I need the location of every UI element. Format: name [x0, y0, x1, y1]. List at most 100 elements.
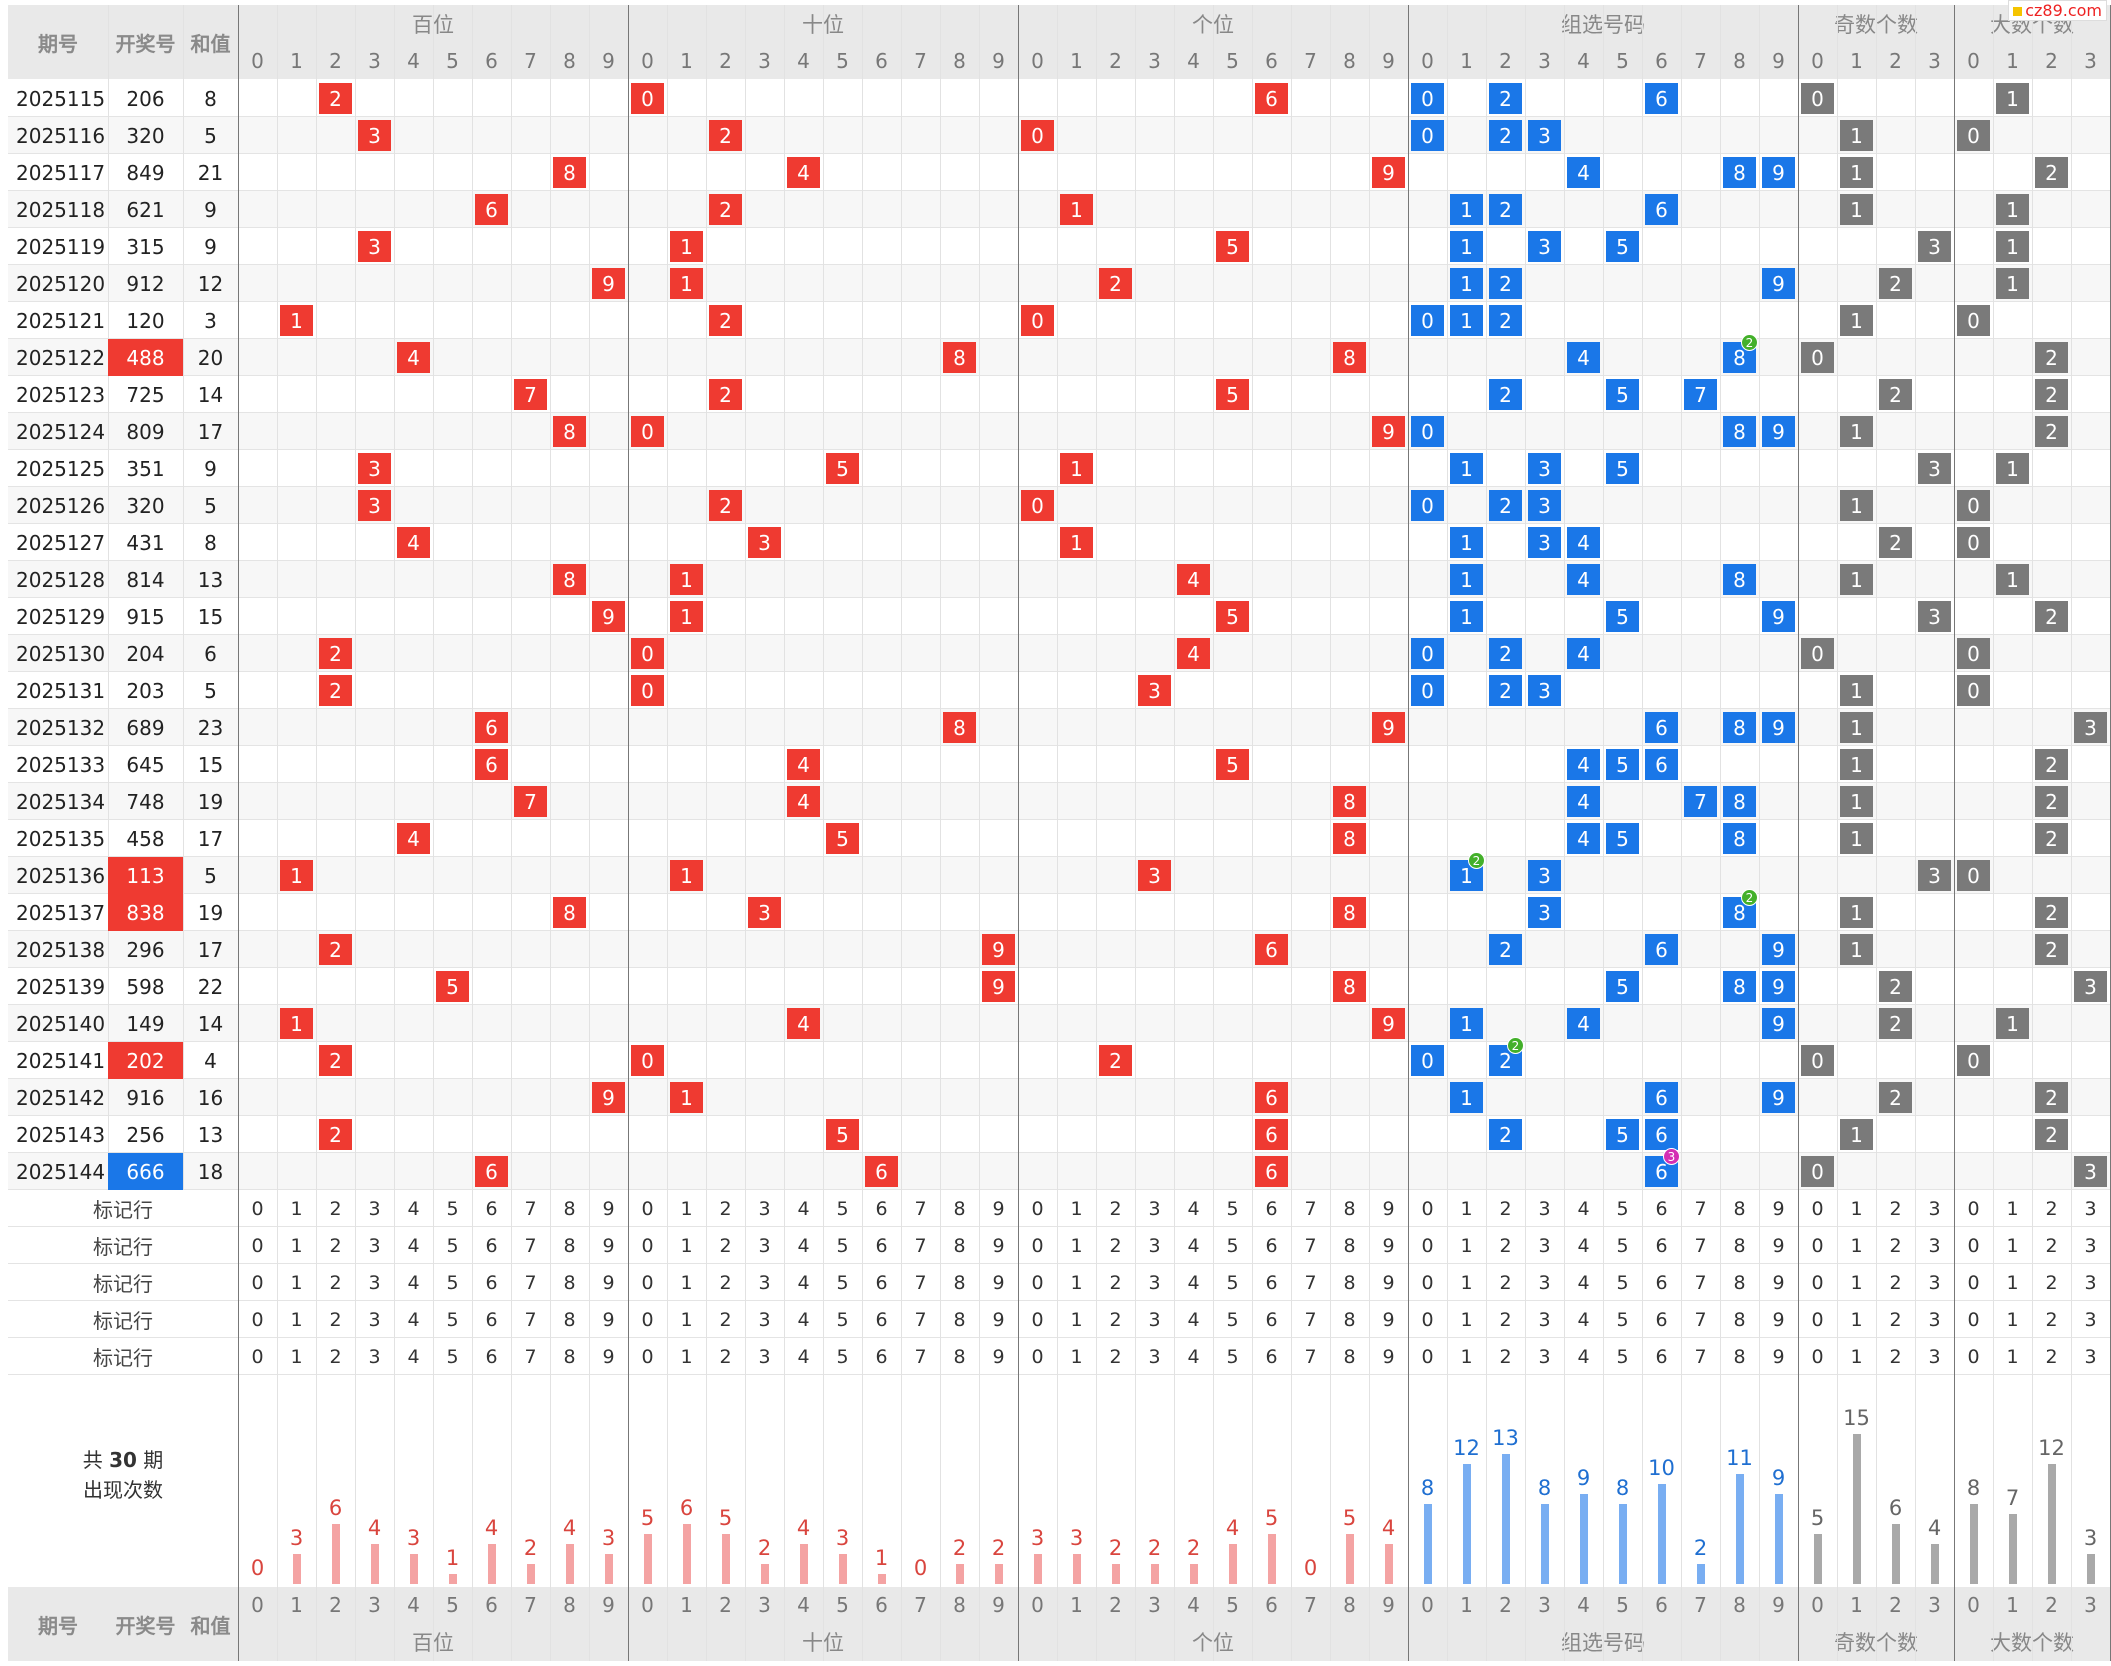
mark-cell[interactable]: 6: [1655, 1197, 1668, 1220]
mark-cell[interactable]: 6: [1655, 1308, 1668, 1331]
mark-cell[interactable]: 0: [1421, 1345, 1434, 1368]
mark-cell[interactable]: 1: [1850, 1197, 1863, 1220]
mark-cell[interactable]: 5: [836, 1197, 849, 1220]
mark-cell[interactable]: 9: [1382, 1234, 1395, 1257]
mark-cell[interactable]: 8: [1343, 1197, 1356, 1220]
mark-cell[interactable]: 6: [875, 1197, 888, 1220]
mark-cell[interactable]: 3: [1538, 1308, 1551, 1331]
mark-cell[interactable]: 2: [719, 1271, 732, 1294]
mark-cell[interactable]: 8: [1733, 1345, 1746, 1368]
mark-cell[interactable]: 1: [290, 1234, 303, 1257]
mark-cell[interactable]: 7: [524, 1345, 537, 1368]
mark-cell[interactable]: 5: [1616, 1308, 1629, 1331]
mark-cell[interactable]: 2: [1109, 1271, 1122, 1294]
mark-cell[interactable]: 8: [1343, 1271, 1356, 1294]
mark-cell[interactable]: 6: [875, 1271, 888, 1294]
mark-cell[interactable]: 1: [1850, 1271, 1863, 1294]
mark-cell[interactable]: 6: [485, 1234, 498, 1257]
mark-cell[interactable]: 4: [1577, 1308, 1590, 1331]
mark-cell[interactable]: 6: [1655, 1345, 1668, 1368]
mark-cell[interactable]: 1: [1070, 1271, 1083, 1294]
mark-cell[interactable]: 1: [1070, 1308, 1083, 1331]
mark-cell[interactable]: 6: [1265, 1197, 1278, 1220]
mark-cell[interactable]: 1: [1460, 1234, 1473, 1257]
mark-cell[interactable]: 0: [251, 1345, 264, 1368]
mark-cell[interactable]: 4: [407, 1271, 420, 1294]
mark-cell[interactable]: 0: [1811, 1197, 1824, 1220]
mark-cell[interactable]: 5: [1226, 1271, 1239, 1294]
mark-cell[interactable]: 5: [1616, 1271, 1629, 1294]
mark-cell[interactable]: 1: [290, 1271, 303, 1294]
mark-cell[interactable]: 7: [524, 1271, 537, 1294]
mark-cell[interactable]: 6: [485, 1197, 498, 1220]
mark-cell[interactable]: 7: [914, 1234, 927, 1257]
mark-cell[interactable]: 3: [2084, 1271, 2097, 1294]
mark-cell[interactable]: 3: [1148, 1271, 1161, 1294]
mark-cell[interactable]: 3: [2084, 1308, 2097, 1331]
mark-cell[interactable]: 7: [914, 1197, 927, 1220]
mark-cell[interactable]: 4: [407, 1234, 420, 1257]
mark-cell[interactable]: 2: [329, 1271, 342, 1294]
mark-cell[interactable]: 1: [2006, 1308, 2019, 1331]
mark-cell[interactable]: 8: [563, 1234, 576, 1257]
mark-cell[interactable]: 3: [368, 1234, 381, 1257]
mark-cell[interactable]: 5: [836, 1345, 849, 1368]
mark-cell[interactable]: 2: [1499, 1271, 1512, 1294]
mark-cell[interactable]: 0: [641, 1271, 654, 1294]
mark-cell[interactable]: 3: [1148, 1308, 1161, 1331]
mark-cell[interactable]: 2: [329, 1197, 342, 1220]
mark-cell[interactable]: 6: [485, 1345, 498, 1368]
mark-cell[interactable]: 4: [1187, 1271, 1200, 1294]
mark-cell[interactable]: 8: [1343, 1308, 1356, 1331]
mark-cell[interactable]: 0: [1031, 1271, 1044, 1294]
mark-cell[interactable]: 1: [680, 1345, 693, 1368]
mark-cell[interactable]: 0: [1421, 1234, 1434, 1257]
mark-cell[interactable]: 1: [1460, 1271, 1473, 1294]
mark-cell[interactable]: 7: [524, 1234, 537, 1257]
mark-cell[interactable]: 9: [602, 1234, 615, 1257]
mark-cell[interactable]: 7: [1304, 1271, 1317, 1294]
mark-cell[interactable]: 6: [875, 1308, 888, 1331]
mark-cell[interactable]: 5: [836, 1308, 849, 1331]
mark-cell[interactable]: 9: [992, 1234, 1005, 1257]
mark-cell[interactable]: 9: [1382, 1197, 1395, 1220]
mark-cell[interactable]: 2: [1499, 1345, 1512, 1368]
mark-cell[interactable]: 1: [1850, 1308, 1863, 1331]
mark-cell[interactable]: 2: [719, 1234, 732, 1257]
mark-cell[interactable]: 2: [2045, 1345, 2058, 1368]
mark-cell[interactable]: 6: [1655, 1234, 1668, 1257]
mark-cell[interactable]: 2: [1499, 1197, 1512, 1220]
mark-cell[interactable]: 7: [914, 1308, 927, 1331]
mark-cell[interactable]: 9: [992, 1308, 1005, 1331]
mark-cell[interactable]: 7: [1694, 1308, 1707, 1331]
mark-cell[interactable]: 3: [368, 1345, 381, 1368]
mark-cell[interactable]: 1: [1850, 1234, 1863, 1257]
mark-cell[interactable]: 0: [1811, 1345, 1824, 1368]
mark-cell[interactable]: 4: [797, 1271, 810, 1294]
mark-cell[interactable]: 1: [2006, 1271, 2019, 1294]
mark-cell[interactable]: 0: [251, 1234, 264, 1257]
mark-cell[interactable]: 1: [1070, 1197, 1083, 1220]
mark-cell[interactable]: 8: [953, 1271, 966, 1294]
mark-cell[interactable]: 0: [1421, 1308, 1434, 1331]
mark-cell[interactable]: 8: [1343, 1234, 1356, 1257]
mark-cell[interactable]: 5: [446, 1271, 459, 1294]
mark-cell[interactable]: 2: [2045, 1197, 2058, 1220]
mark-cell[interactable]: 2: [1889, 1345, 1902, 1368]
mark-cell[interactable]: 0: [1421, 1271, 1434, 1294]
mark-cell[interactable]: 6: [1265, 1234, 1278, 1257]
mark-cell[interactable]: 0: [1811, 1308, 1824, 1331]
mark-cell[interactable]: 6: [485, 1308, 498, 1331]
mark-cell[interactable]: 9: [1772, 1345, 1785, 1368]
mark-cell[interactable]: 3: [758, 1345, 771, 1368]
mark-cell[interactable]: 7: [914, 1271, 927, 1294]
mark-cell[interactable]: 1: [290, 1345, 303, 1368]
mark-cell[interactable]: 5: [1226, 1197, 1239, 1220]
mark-cell[interactable]: 8: [953, 1197, 966, 1220]
mark-cell[interactable]: 3: [2084, 1234, 2097, 1257]
mark-cell[interactable]: 7: [1694, 1197, 1707, 1220]
mark-cell[interactable]: 0: [1967, 1308, 1980, 1331]
mark-cell[interactable]: 7: [524, 1197, 537, 1220]
mark-cell[interactable]: 9: [1382, 1271, 1395, 1294]
mark-cell[interactable]: 7: [524, 1308, 537, 1331]
